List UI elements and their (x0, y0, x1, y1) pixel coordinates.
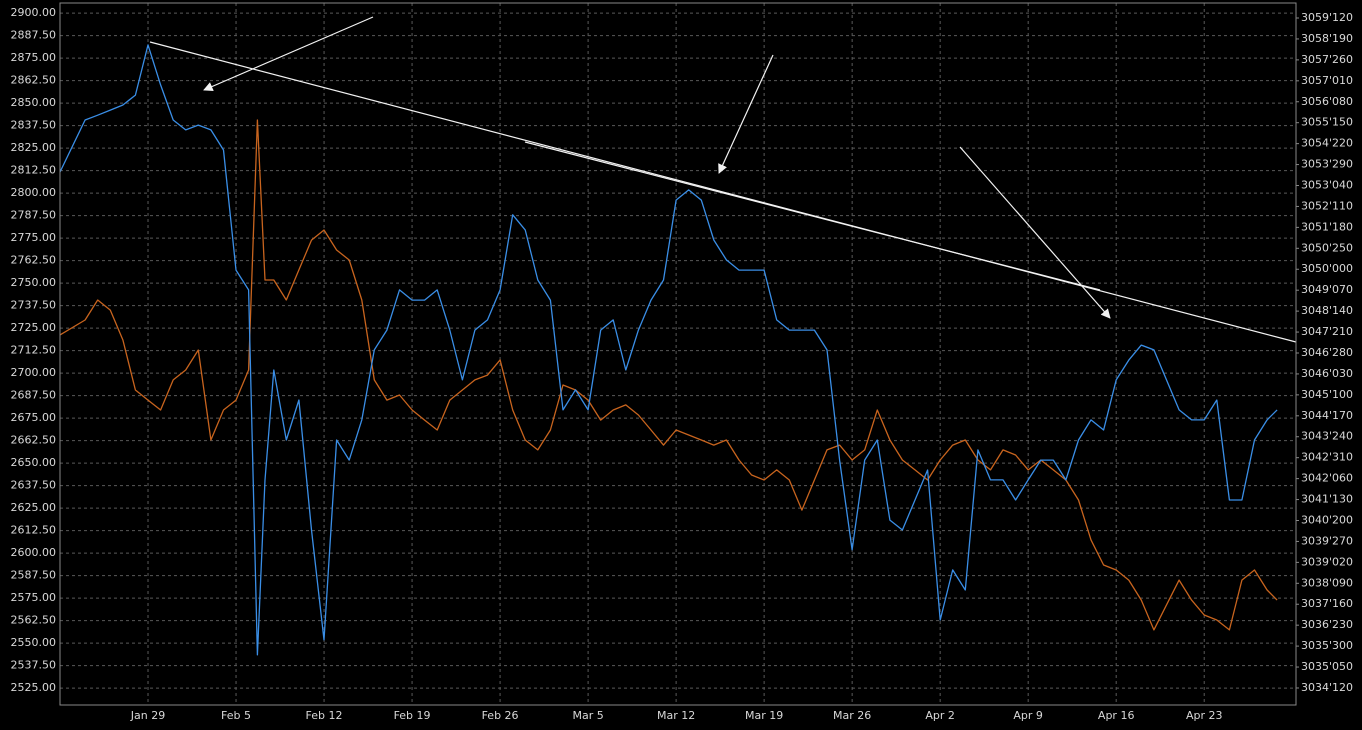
y-tick-label: 2837.50 (11, 119, 57, 132)
y-tick-label: 2900.00 (11, 6, 57, 19)
y2-tick-label: 3034'120 (1301, 681, 1353, 694)
x-tick-label: Feb 26 (482, 709, 519, 722)
y-tick-label: 2637.50 (11, 479, 57, 492)
y-tick-label: 2650.00 (11, 456, 57, 469)
y2-tick-label: 3057'260 (1301, 53, 1353, 66)
y-tick-label: 2612.50 (11, 524, 57, 537)
y2-tick-label: 3045'100 (1301, 388, 1353, 401)
y-tick-label: 2875.00 (11, 51, 57, 64)
y2-tick-label: 3050'000 (1301, 262, 1353, 275)
y-tick-label: 2862.50 (11, 74, 57, 87)
y2-tick-label: 3056'080 (1301, 95, 1353, 108)
x-tick-label: Feb 19 (394, 709, 431, 722)
y2-tick-label: 3035'300 (1301, 639, 1353, 652)
x-tick-label: Mar 12 (657, 709, 695, 722)
y-tick-label: 2750.00 (11, 276, 57, 289)
y2-tick-label: 3046'030 (1301, 367, 1353, 380)
x-tick-label: Apr 2 (925, 709, 955, 722)
y-tick-label: 2712.50 (11, 344, 57, 357)
y-tick-label: 2725.00 (11, 321, 57, 334)
y2-tick-label: 3048'140 (1301, 304, 1353, 317)
y2-tick-label: 3036'230 (1301, 618, 1353, 631)
y2-tick-label: 3042'060 (1301, 472, 1353, 485)
y2-tick-label: 3038'090 (1301, 576, 1353, 589)
arrow (959, 146, 1111, 319)
y-tick-label: 2687.50 (11, 389, 57, 402)
y-tick-label: 2562.50 (11, 614, 57, 627)
grid (60, 3, 1296, 705)
y-tick-label: 2825.00 (11, 141, 57, 154)
y-tick-label: 2887.50 (11, 29, 57, 42)
x-tick-label: Apr 23 (1186, 709, 1223, 722)
y-tick-label: 2700.00 (11, 366, 57, 379)
y-tick-label: 2575.00 (11, 591, 57, 604)
y2-tick-label: 3041'130 (1301, 493, 1353, 506)
trend-line-overlay (524, 141, 1101, 291)
plot-frame (59, 2, 1297, 706)
y2-tick-label: 3058'190 (1301, 32, 1353, 45)
trend-line (149, 41, 1297, 343)
y2-tick-label: 3057'010 (1301, 74, 1353, 87)
y2-tick-label: 3053'290 (1301, 158, 1353, 171)
y2-tick-label: 3059'120 (1301, 11, 1353, 24)
series-line (59, 119, 1278, 631)
y-tick-label: 2775.00 (11, 231, 57, 244)
y2-tick-label: 3047'210 (1301, 325, 1353, 338)
x-tick-label: Apr 16 (1098, 709, 1135, 722)
x-tick-label: Jan 29 (130, 709, 165, 722)
y2-tick-label: 3042'310 (1301, 451, 1353, 464)
y-tick-label: 2850.00 (11, 96, 57, 109)
y2-tick-label: 3050'250 (1301, 241, 1353, 254)
y2-tick-label: 3040'200 (1301, 513, 1353, 526)
y-tick-label: 2525.00 (11, 681, 57, 694)
y-tick-label: 2537.50 (11, 659, 57, 672)
y2-tick-label: 3054'220 (1301, 137, 1353, 150)
x-tick-label: Feb 12 (306, 709, 343, 722)
y2-tick-label: 3053'040 (1301, 179, 1353, 192)
y-tick-label: 2600.00 (11, 546, 57, 559)
plot-lines (59, 44, 1278, 656)
y-tick-label: 2550.00 (11, 636, 57, 649)
y-tick-label: 2800.00 (11, 186, 57, 199)
y2-tick-label: 3035'050 (1301, 660, 1353, 673)
y-tick-label: 2662.50 (11, 434, 57, 447)
y2-tick-label: 3046'280 (1301, 346, 1353, 359)
y2-tick-label: 3039'270 (1301, 534, 1353, 547)
x-tick-label: Apr 9 (1013, 709, 1043, 722)
y-tick-label: 2737.50 (11, 299, 57, 312)
series-line (59, 44, 1278, 656)
x-tick-label: Feb 5 (221, 709, 251, 722)
y2-tick-label: 3044'170 (1301, 409, 1353, 422)
y-tick-label: 2812.50 (11, 164, 57, 177)
y2-tick-label: 3037'160 (1301, 597, 1353, 610)
y-tick-label: 2762.50 (11, 254, 57, 267)
y-tick-label: 2675.00 (11, 411, 57, 424)
x-tick-label: Mar 5 (572, 709, 603, 722)
annotations (149, 16, 1297, 343)
y-tick-label: 2587.50 (11, 569, 57, 582)
y-tick-label: 2787.50 (11, 209, 57, 222)
y2-tick-label: 3043'240 (1301, 430, 1353, 443)
x-tick-label: Mar 19 (745, 709, 783, 722)
y2-tick-label: 3039'020 (1301, 555, 1353, 568)
arrow (718, 54, 774, 174)
arrow (203, 16, 374, 91)
x-tick-label: Mar 26 (833, 709, 871, 722)
y2-tick-label: 3049'070 (1301, 283, 1353, 296)
y2-tick-label: 3055'150 (1301, 116, 1353, 129)
y-tick-label: 2625.00 (11, 501, 57, 514)
y2-tick-label: 3051'180 (1301, 220, 1353, 233)
y2-tick-label: 3052'110 (1301, 199, 1353, 212)
